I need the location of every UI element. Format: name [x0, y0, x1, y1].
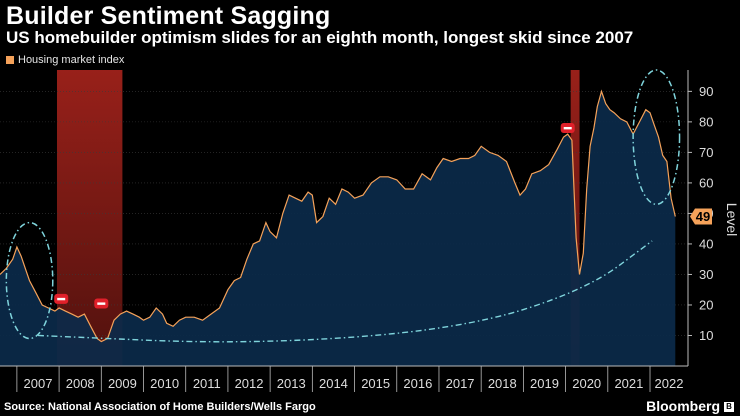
- y-tick-label: 80: [699, 114, 713, 129]
- annotations: [5, 69, 681, 343]
- brand-name: Bloomberg: [646, 398, 720, 414]
- x-tick-label: 2008: [66, 376, 95, 391]
- y-tick-label: 90: [699, 84, 713, 99]
- source-note: Source: National Association of Home Bui…: [4, 401, 316, 413]
- y-tick-label: 20: [699, 297, 713, 312]
- last-value-badge-shape: [690, 208, 712, 225]
- last-value-badge: 49: [690, 208, 712, 225]
- x-tick-label: 2015: [361, 376, 390, 391]
- x-tick-label: 2016: [403, 376, 432, 391]
- x-tick-label: 2014: [319, 376, 348, 391]
- x-tick-label: 2012: [235, 376, 264, 391]
- chart-title: Builder Sentiment Sagging: [6, 2, 331, 30]
- x-tick-label: 2007: [24, 376, 53, 391]
- series-area-housing-market-index: [0, 91, 676, 367]
- recession-marker-icon: [94, 298, 109, 309]
- x-tick-label: 2017: [446, 376, 475, 391]
- series-line-housing-market-index: [0, 89, 676, 343]
- annotation-trend-curve: [37, 240, 653, 343]
- recession-marker-icon: [54, 293, 69, 304]
- recession-markers: [54, 122, 575, 309]
- legend-label: Housing market index: [18, 54, 125, 66]
- last-value-label: 49: [696, 209, 710, 224]
- y-tick-label: 70: [699, 145, 713, 160]
- x-tick-label: 2013: [277, 376, 306, 391]
- y-tick-label: 40: [699, 236, 713, 251]
- annotation-ellipse: [5, 221, 54, 340]
- x-tick-label: 2011: [193, 376, 221, 391]
- axes: 1020304050607080902007200820092010201120…: [0, 70, 740, 392]
- chart-subtitle: US homebuilder optimism slides for an ei…: [6, 28, 634, 47]
- x-tick-label: 2020: [572, 376, 601, 391]
- x-tick-label: 2009: [108, 376, 137, 391]
- y-tick-label: 10: [699, 328, 713, 343]
- recession-marker-icon: [560, 122, 575, 133]
- y-tick-label: 30: [699, 267, 713, 282]
- y-axis-title: Level: [724, 203, 740, 236]
- bloomberg-logo-icon: B: [724, 402, 734, 412]
- legend-swatch: [6, 56, 14, 64]
- annotation-ellipse: [632, 69, 681, 206]
- y-tick-label: 60: [699, 175, 713, 190]
- x-tick-label: 2021: [614, 376, 643, 391]
- x-tick-label: 2010: [150, 376, 179, 391]
- x-tick-label: 2018: [488, 376, 517, 391]
- x-tick-label: 2022: [655, 376, 684, 391]
- x-tick-label: 2019: [530, 376, 559, 391]
- legend: Housing market index: [6, 54, 124, 66]
